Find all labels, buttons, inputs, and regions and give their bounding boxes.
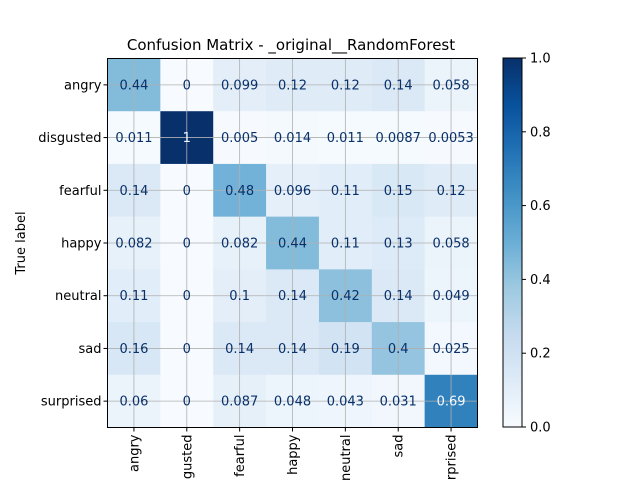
x-tick-label: angry (127, 434, 142, 472)
x-tick-label: fearful (233, 435, 248, 477)
cell-value-label: 0.13 (384, 237, 413, 252)
cell-value-label: 0.014 (274, 131, 311, 146)
cell-value-label: 0.14 (384, 289, 413, 304)
cell-value-label: 0.011 (327, 131, 364, 146)
cell-value-label: 0.031 (380, 395, 417, 410)
y-axis-label: True label (14, 211, 29, 275)
colorbar-tick-label: 0.4 (530, 273, 551, 288)
y-tick-label: neutral (55, 289, 102, 304)
cell-value-label: 0.048 (274, 395, 311, 410)
cell-value-label: 0.011 (115, 131, 152, 146)
cell-value-label: 0.14 (278, 342, 307, 357)
x-tick-label: rprised (445, 435, 460, 480)
y-tick-label: angry (64, 78, 102, 93)
cell-value-label: 0.11 (331, 237, 360, 252)
cell-value-label: 0 (183, 289, 191, 304)
cell-value-label: 1 (183, 131, 191, 146)
cell-value-label: 0.14 (225, 342, 254, 357)
cell-value-label: 0.14 (384, 78, 413, 93)
cell-value-label: 0.12 (278, 78, 307, 93)
colorbar-tick-label: 1.0 (530, 52, 551, 67)
cell-value-label: 0.11 (119, 289, 148, 304)
y-axis-ticks: angry disgusted fearful happy neutral sad surp… (38, 78, 108, 410)
cell-value-label: 0.058 (432, 78, 469, 93)
cell-value-label: 0.12 (437, 184, 466, 199)
cell-value-label: 0.69 (437, 395, 466, 410)
cell-value-label: 0.4 (388, 342, 409, 357)
x-tick-label: happy (286, 434, 301, 475)
chart-title: Confusion Matrix - _original__RandomFore… (127, 36, 455, 55)
y-tick-label: sad (79, 342, 102, 357)
cell-value-label: 0.16 (119, 342, 148, 357)
grid-lines (107, 58, 478, 428)
cell-value-labels: 0.44 0 0.099 0.12 0.12 0.14 0.058 0.011 1 0.005 0.… (115, 78, 474, 409)
y-tick-label: fearful (59, 184, 101, 199)
cell-value-label: 0.0087 (375, 131, 421, 146)
x-tick-label: neutral (339, 435, 354, 480)
cell-value-label: 0.44 (278, 237, 307, 252)
cell-value-label: 0.12 (331, 78, 360, 93)
cell-value-label: 0.14 (278, 289, 307, 304)
cell-value-label: 0 (183, 78, 191, 93)
cell-value-label: 0.005 (221, 131, 258, 146)
y-tick-label: disgusted (38, 131, 101, 146)
colorbar-ticks: 0.0 0.2 0.4 0.6 0.8 1.0 (522, 52, 551, 436)
cell-value-label: 0 (183, 184, 191, 199)
x-tick-label: sad (392, 435, 407, 458)
cell-value-label: 0.025 (432, 342, 469, 357)
colorbar (502, 57, 523, 428)
cell-value-label: 0.082 (221, 237, 258, 252)
cell-value-label: 0.06 (119, 395, 148, 410)
cell-value-label: 0.043 (327, 395, 364, 410)
cell-value-label: 0.096 (274, 184, 311, 199)
cell-value-label: 0.42 (331, 289, 360, 304)
cell-value-label: 0.11 (331, 184, 360, 199)
y-tick-label: happy (61, 237, 102, 252)
cell-value-label: 0 (183, 237, 191, 252)
cell-value-label: 0.099 (221, 78, 258, 93)
cell-value-label: 0.049 (432, 289, 469, 304)
cell-value-label: 0.44 (119, 78, 148, 93)
cell-value-label: 0.19 (331, 342, 360, 357)
cell-value-label: 0.058 (432, 237, 469, 252)
colorbar-tick-label: 0.6 (530, 199, 551, 214)
cell-value-label: 0 (183, 342, 191, 357)
x-tick-label: gusted (180, 435, 195, 480)
cell-value-label: 0.48 (225, 184, 254, 199)
x-axis-ticks: angry gusted fearful happy neutral sad rprised (127, 427, 460, 480)
cell-value-label: 0.087 (221, 395, 258, 410)
colorbar-tick-label: 0.2 (530, 347, 551, 362)
cell-value-label: 0.0053 (428, 131, 474, 146)
cell-value-label: 0.1 (229, 289, 250, 304)
cell-value-label: 0.15 (384, 184, 413, 199)
colorbar-tick-label: 0.0 (530, 421, 551, 436)
colorbar-tick-label: 0.8 (530, 125, 551, 140)
y-tick-label: surprised (41, 395, 102, 410)
cell-value-label: 0.082 (115, 237, 152, 252)
cell-value-label: 0.14 (119, 184, 148, 199)
cell-value-label: 0 (183, 395, 191, 410)
